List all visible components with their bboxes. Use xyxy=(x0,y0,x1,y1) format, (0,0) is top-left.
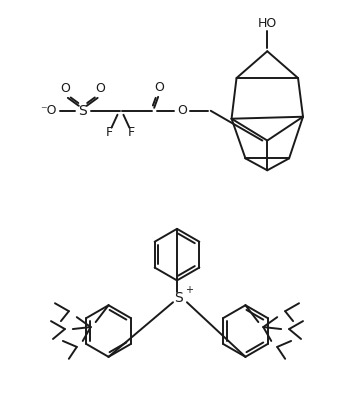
Text: O: O xyxy=(60,82,70,95)
Text: ⁻O: ⁻O xyxy=(40,104,56,117)
Text: O: O xyxy=(96,82,105,95)
Text: HO: HO xyxy=(258,17,277,30)
Text: S: S xyxy=(175,291,183,305)
Text: O: O xyxy=(177,104,187,117)
Text: S: S xyxy=(78,104,87,118)
Text: F: F xyxy=(128,126,135,139)
Text: +: + xyxy=(185,285,193,296)
Text: O: O xyxy=(154,82,164,94)
Text: F: F xyxy=(106,126,113,139)
